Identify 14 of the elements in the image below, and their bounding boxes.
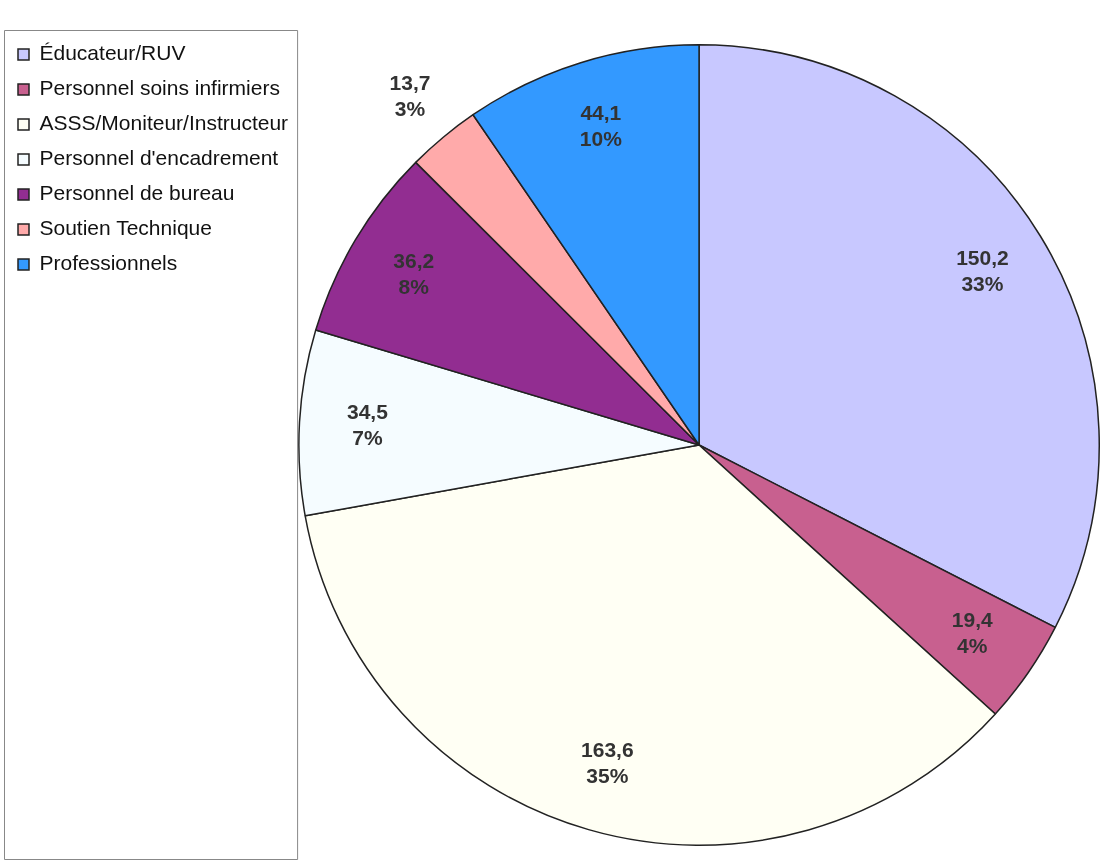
data-label: 163,6 35% (581, 738, 634, 788)
data-label: 44,1 10% (579, 101, 623, 151)
legend-label: Soutien Technique (39, 216, 212, 240)
legend-label: Professionnels (39, 251, 178, 275)
legend-label: Personnel soins infirmiers (39, 76, 280, 100)
data-label: 150,2 33% (956, 245, 1009, 295)
legend-label: Personnel de bureau (39, 181, 235, 205)
legend-label: ASSS/Moniteur/Instructeur (39, 111, 289, 135)
data-label: 19,4 4% (951, 607, 993, 657)
legend-label: Personnel d'encadrement (39, 146, 279, 170)
data-label: 13,7 3% (389, 70, 431, 120)
data-label: 34,5 7% (346, 399, 389, 449)
legend-label: Éducateur/RUV (39, 41, 186, 65)
data-label: 36,2 8% (393, 248, 435, 298)
